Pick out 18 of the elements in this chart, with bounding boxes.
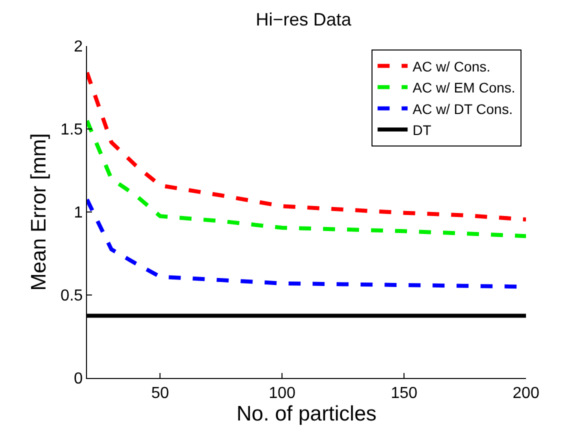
legend-label: AC w/ EM Cons. bbox=[412, 80, 516, 96]
legend-label: DT bbox=[412, 122, 432, 138]
y-tick-label: 1 bbox=[74, 204, 83, 222]
y-tick-label: 0 bbox=[74, 370, 83, 388]
line-series bbox=[87, 70, 526, 222]
x-tick-label: 100 bbox=[268, 385, 296, 402]
y-axis-title: Mean Error [mm] bbox=[28, 133, 51, 291]
x-tick-label: 150 bbox=[390, 385, 418, 402]
x-axis-title: No. of particles bbox=[236, 402, 377, 426]
legend-label: AC w/ DT Cons. bbox=[412, 100, 513, 117]
chart-title: Hi−res Data bbox=[256, 10, 352, 30]
x-tick-label: 200 bbox=[512, 385, 540, 402]
x-tick-label: 50 bbox=[151, 385, 170, 402]
y-tick-label: 0.5 bbox=[60, 288, 83, 305]
y-tick-label: 2 bbox=[74, 38, 83, 56]
line-series bbox=[87, 118, 526, 238]
y-tick-label: 1.5 bbox=[60, 122, 83, 139]
legend-label: AC w/ Cons. bbox=[412, 58, 490, 74]
